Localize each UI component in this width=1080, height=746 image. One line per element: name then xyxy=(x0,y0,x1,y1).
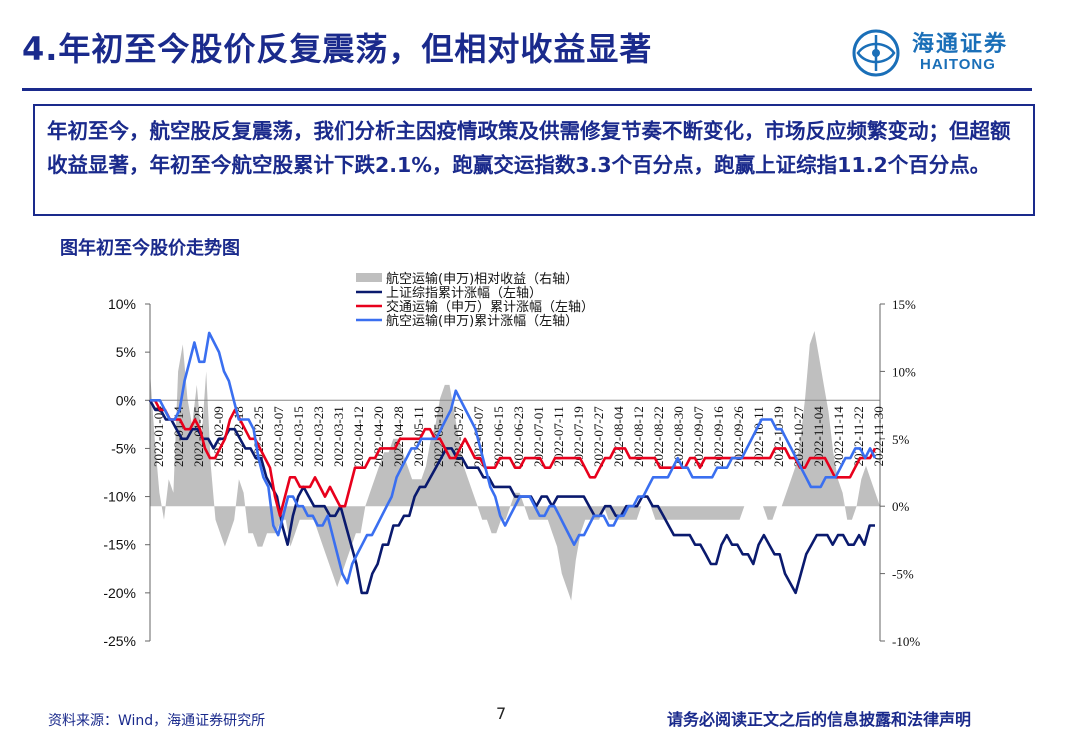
x-axis-tick-label: 2022-10-19 xyxy=(771,406,786,467)
x-axis-tick-label: 2022-02-09 xyxy=(211,406,226,467)
left-axis-tick-label: 5% xyxy=(116,344,136,360)
left-axis-tick-label: -15% xyxy=(103,537,136,553)
x-axis-tick-label: 2022-08-22 xyxy=(651,406,666,467)
right-axis-tick-label: 5% xyxy=(892,432,910,447)
x-axis-tick-label: 2022-08-04 xyxy=(611,406,626,467)
left-axis-tick-label: -25% xyxy=(103,633,136,649)
x-axis-tick-label: 2022-09-26 xyxy=(731,406,746,467)
series-line-transport xyxy=(150,399,877,518)
right-axis-tick-label: 10% xyxy=(892,364,916,379)
x-axis-tick-label: 2022-07-01 xyxy=(531,406,546,467)
right-axis-tick-label: 15% xyxy=(892,297,916,312)
x-axis-tick-label: 2022-11-04 xyxy=(811,406,826,467)
legend-entry: 上证综指累计涨幅（左轴） xyxy=(386,286,542,301)
x-axis-tick-label: 2022-01-14 xyxy=(171,406,186,467)
legend-entry: 航空运输(申万)累计涨幅（左轴） xyxy=(386,313,578,329)
x-axis-tick-label: 2022-10-27 xyxy=(791,406,806,467)
logo-text-en: HAITONG xyxy=(920,56,996,73)
x-axis-tick-label: 2022-10-11 xyxy=(751,406,766,466)
x-axis-tick-label: 2022-04-20 xyxy=(371,406,386,467)
series-line-sse xyxy=(148,399,875,595)
x-axis-tick-label: 2022-07-27 xyxy=(591,406,606,467)
right-axis-tick-label: -10% xyxy=(892,634,920,649)
x-axis-tick-label: 2022-09-16 xyxy=(711,406,726,467)
x-axis-tick-label: 2022-08-12 xyxy=(631,406,646,467)
title-divider xyxy=(22,88,1032,91)
left-axis-tick-label: -10% xyxy=(103,489,136,505)
legend-entry: 交通运输（申万）累计涨幅（左轴） xyxy=(386,299,594,315)
x-axis-tick-label: 2022-03-23 xyxy=(311,406,326,467)
x-axis-tick-label: 2022-01-04 xyxy=(151,406,166,467)
x-axis-tick-label: 2022-09-07 xyxy=(691,406,706,467)
x-axis-tick-label: 2022-01-25 xyxy=(191,406,206,467)
page-number: 7 xyxy=(496,704,507,723)
source-note: 资料来源：Wind，海通证券研究所 xyxy=(48,713,266,729)
x-axis-tick-label: 2022-04-28 xyxy=(391,406,406,467)
series-line-aviation xyxy=(150,331,877,585)
left-axis-tick-label: -20% xyxy=(103,585,136,601)
x-axis-tick-label: 2022-03-15 xyxy=(291,406,306,467)
left-axis-tick-label: 0% xyxy=(116,392,136,408)
haitong-logo: 海通证券 HAITONG xyxy=(848,26,1038,80)
logo-text-cn: 海通证券 xyxy=(912,31,1009,57)
x-axis-tick-label: 2022-07-11 xyxy=(551,406,566,466)
summary-box: 年初至今，航空股反复震荡，我们分析主因疫情政策及供需修复节奏不断变化，市场反应频… xyxy=(33,104,1035,216)
right-axis-tick-label: 0% xyxy=(892,499,910,514)
right-axis-tick-label: -5% xyxy=(892,567,914,582)
x-axis-tick-label: 2022-03-31 xyxy=(331,406,346,467)
x-axis-tick-label: 2022-08-30 xyxy=(671,406,686,467)
x-axis-tick-label: 2022-06-23 xyxy=(511,406,526,467)
disclaimer: 请务必阅读正文之后的信息披露和法律声明 xyxy=(667,710,972,729)
legend-swatch xyxy=(356,273,382,282)
x-axis-tick-label: 2022-03-07 xyxy=(271,406,286,467)
x-axis-tick-label: 2022-07-19 xyxy=(571,406,586,467)
x-axis-tick-label: 2022-06-15 xyxy=(491,406,506,467)
x-axis-tick-label: 2022-04-12 xyxy=(351,406,366,467)
left-axis-tick-label: -5% xyxy=(111,440,136,456)
page-title: 4.年初至今股价反复震荡，但相对收益显著 xyxy=(22,30,653,68)
x-axis-tick-label: 2022-11-14 xyxy=(831,406,846,467)
chart-title: 图年初至今股价走势图 xyxy=(60,238,240,259)
haitong-emblem-icon xyxy=(852,29,900,77)
left-axis-tick-label: 10% xyxy=(108,296,136,312)
legend-entry: 航空运输(申万)相对收益（右轴） xyxy=(386,271,578,287)
x-axis-tick-label: 2022-05-11 xyxy=(411,406,426,466)
